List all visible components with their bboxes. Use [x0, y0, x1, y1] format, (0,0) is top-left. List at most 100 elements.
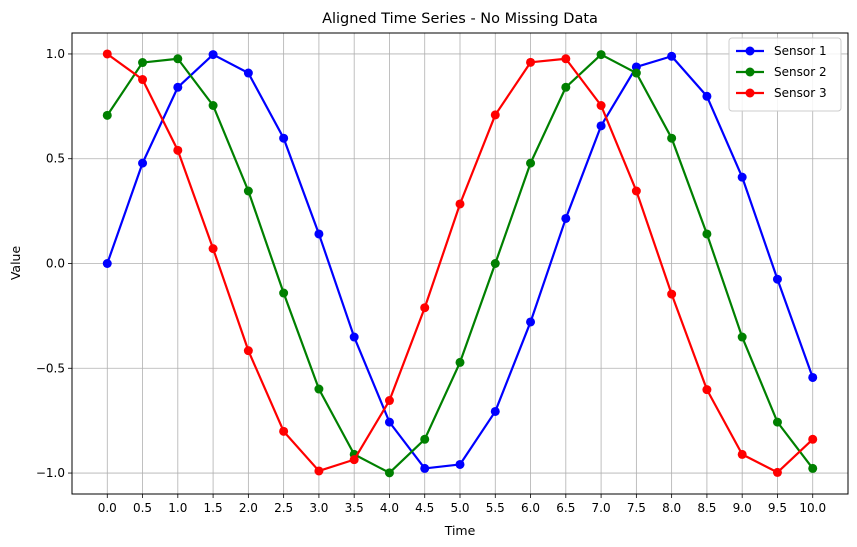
data-point [737, 172, 747, 182]
data-point [173, 82, 183, 92]
data-point [631, 186, 641, 196]
y-tick-label: 0.0 [46, 257, 65, 271]
y-axis: −1.0 −0.5 0.0 0.5 1.0 [36, 47, 72, 480]
data-point [455, 357, 465, 367]
data-point [737, 332, 747, 342]
x-tick-label: 9.0 [733, 501, 752, 515]
data-point [667, 51, 677, 61]
x-tick-label: 1.0 [168, 501, 187, 515]
data-point [279, 288, 289, 298]
data-point [243, 346, 253, 356]
data-point [526, 158, 536, 168]
data-point [596, 101, 606, 111]
data-point [808, 372, 818, 382]
x-tick-label: 1.5 [204, 501, 223, 515]
data-point [420, 434, 430, 444]
data-point [455, 199, 465, 209]
x-tick-label: 6.0 [521, 501, 540, 515]
data-point [490, 406, 500, 416]
legend-item: Sensor 2 [736, 65, 827, 79]
data-point [314, 466, 324, 476]
x-tick-label: 0.5 [133, 501, 152, 515]
data-point [349, 332, 359, 342]
data-point [314, 384, 324, 394]
x-tick-label: 7.0 [592, 501, 611, 515]
data-point [173, 54, 183, 64]
legend-item: Sensor 1 [736, 44, 827, 58]
data-point [772, 467, 782, 477]
x-tick-label: 4.0 [380, 501, 399, 515]
data-point [702, 229, 712, 239]
data-point [702, 91, 712, 101]
x-tick-label: 2.0 [239, 501, 258, 515]
legend-item: Sensor 3 [736, 86, 827, 100]
data-point [314, 229, 324, 239]
data-point [702, 385, 712, 395]
x-tick-label: 5.0 [450, 501, 469, 515]
data-point [561, 213, 571, 223]
data-point [173, 145, 183, 155]
data-point [384, 396, 394, 406]
legend-label: Sensor 1 [774, 44, 827, 58]
data-point [208, 244, 218, 254]
y-axis-label: Value [8, 246, 23, 281]
y-tick-label: 0.5 [46, 152, 65, 166]
data-point [808, 463, 818, 473]
series-1 [102, 50, 818, 473]
data-point [631, 68, 641, 78]
data-point [102, 49, 112, 59]
data-point [420, 463, 430, 473]
data-point [772, 417, 782, 427]
data-point [138, 75, 148, 85]
data-point [279, 133, 289, 143]
y-tick-label: −0.5 [36, 361, 65, 375]
data-point [490, 259, 500, 268]
x-tick-label: 8.5 [697, 501, 716, 515]
series-2 [102, 50, 818, 478]
x-axis-label: Time [444, 523, 476, 538]
data-point [138, 158, 148, 168]
data-point [384, 417, 394, 427]
y-tick-label: −1.0 [36, 466, 65, 480]
data-point [526, 57, 536, 67]
data-point [737, 449, 747, 459]
legend-marker [745, 67, 755, 77]
data-point [561, 82, 571, 92]
x-tick-label: 8.0 [662, 501, 681, 515]
data-point [596, 50, 606, 60]
data-point [526, 317, 536, 327]
x-axis: 0.0 0.5 1.0 1.5 2.0 2.5 3.0 3.5 4.0 4.5 5.0 5.5 6.0 6… [98, 494, 826, 515]
data-point [561, 54, 571, 64]
x-tick-label: 5.5 [486, 501, 505, 515]
x-tick-label: 6.5 [556, 501, 575, 515]
legend-label: Sensor 2 [774, 65, 827, 79]
data-point [667, 133, 677, 143]
series-layer [102, 49, 818, 478]
legend: Sensor 1 Sensor 2 Sensor 3 [728, 37, 842, 112]
data-point [384, 468, 394, 478]
chart-title: Aligned Time Series - No Missing Data [322, 11, 598, 27]
data-point [808, 434, 818, 444]
data-point [772, 274, 782, 284]
legend-marker [745, 88, 755, 98]
data-point [420, 303, 430, 313]
data-point [208, 50, 218, 60]
data-point [138, 58, 148, 68]
data-point [349, 455, 359, 465]
y-tick-label: 1.0 [46, 47, 65, 61]
data-point [102, 110, 112, 120]
x-tick-label: 3.5 [345, 501, 364, 515]
data-point [279, 426, 289, 436]
legend-marker [745, 46, 755, 56]
legend-label: Sensor 3 [774, 86, 827, 100]
x-tick-label: 7.5 [627, 501, 646, 515]
x-tick-label: 4.5 [415, 501, 434, 515]
x-tick-label: 2.5 [274, 501, 293, 515]
x-tick-label: 10.0 [799, 501, 826, 515]
data-point [455, 459, 465, 469]
grid [72, 33, 848, 494]
x-tick-label: 0.0 [98, 501, 117, 515]
series-3 [102, 49, 818, 477]
data-point [596, 121, 606, 131]
